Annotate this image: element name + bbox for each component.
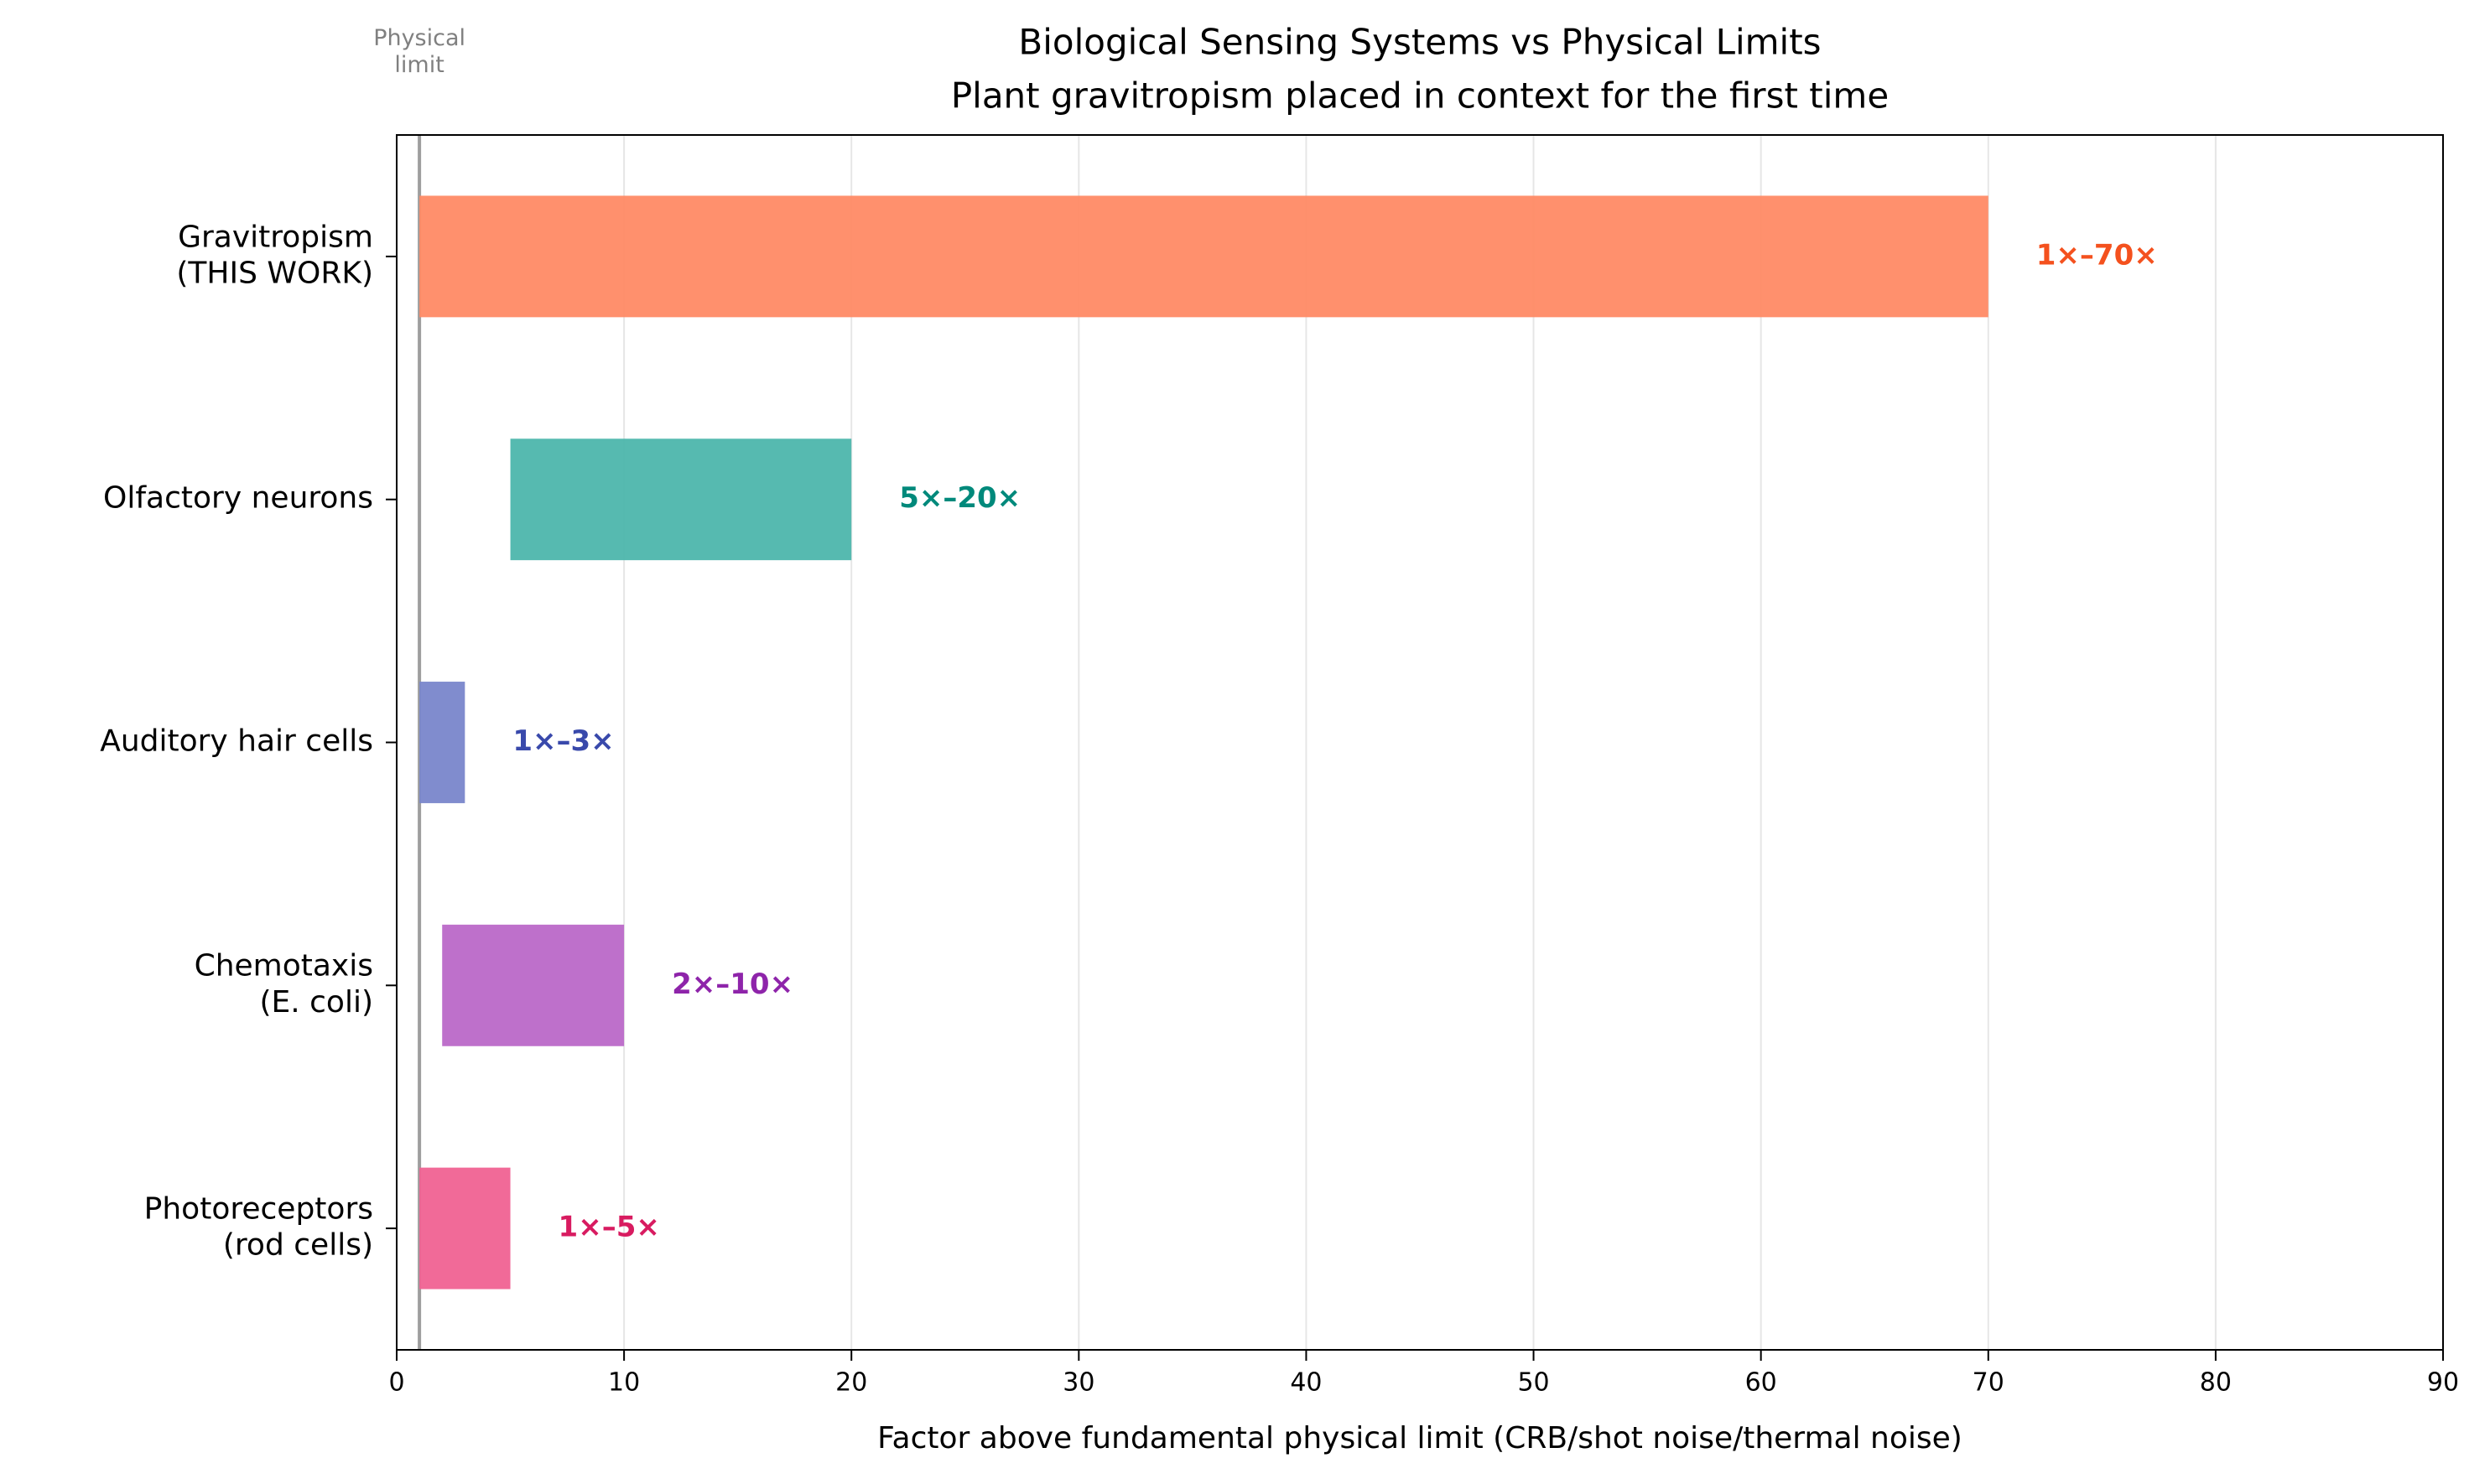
y-tick-label: Photoreceptors (rod cells): [144, 1192, 373, 1263]
y-tick-label: Chemotaxis (E. coli): [195, 949, 373, 1020]
x-axis-label: Factor above fundamental physical limit …: [877, 1421, 1962, 1455]
x-tick-label: 70: [1973, 1368, 2004, 1398]
value-label: 2×–10×: [672, 968, 793, 1001]
y-tick-label: Olfactory neurons: [103, 481, 373, 516]
value-label: 1×–5×: [559, 1211, 660, 1244]
x-tick-label: 20: [835, 1368, 867, 1398]
reference-label: Physical limit: [373, 24, 465, 77]
x-tick-label: 80: [2200, 1368, 2232, 1398]
x-tick-label: 30: [1063, 1368, 1094, 1398]
chart-subtitle: Plant gravitropism placed in context for…: [951, 75, 1889, 117]
value-label: 1×–3×: [512, 724, 614, 758]
chart-title: Biological Sensing Systems vs Physical L…: [1018, 22, 1821, 63]
x-tick-label: 40: [1290, 1368, 1322, 1398]
x-tick-label: 90: [2427, 1368, 2459, 1398]
x-tick-label: 10: [608, 1368, 640, 1398]
y-tick-label: Gravitropism (THIS WORK): [176, 220, 373, 290]
bar: [510, 438, 852, 561]
plot-frame: [396, 134, 2444, 1351]
bar: [419, 1167, 511, 1289]
x-tick-label: 0: [388, 1368, 404, 1398]
bar: [419, 195, 1988, 318]
x-tick-label: 60: [1745, 1368, 1777, 1398]
bar: [442, 924, 625, 1046]
y-tick-label: Auditory hair cells: [100, 724, 373, 759]
value-label: 5×–20×: [899, 481, 1021, 515]
value-label: 1×–70×: [2036, 238, 2158, 272]
x-tick-label: 50: [1517, 1368, 1549, 1398]
bar: [419, 682, 465, 803]
